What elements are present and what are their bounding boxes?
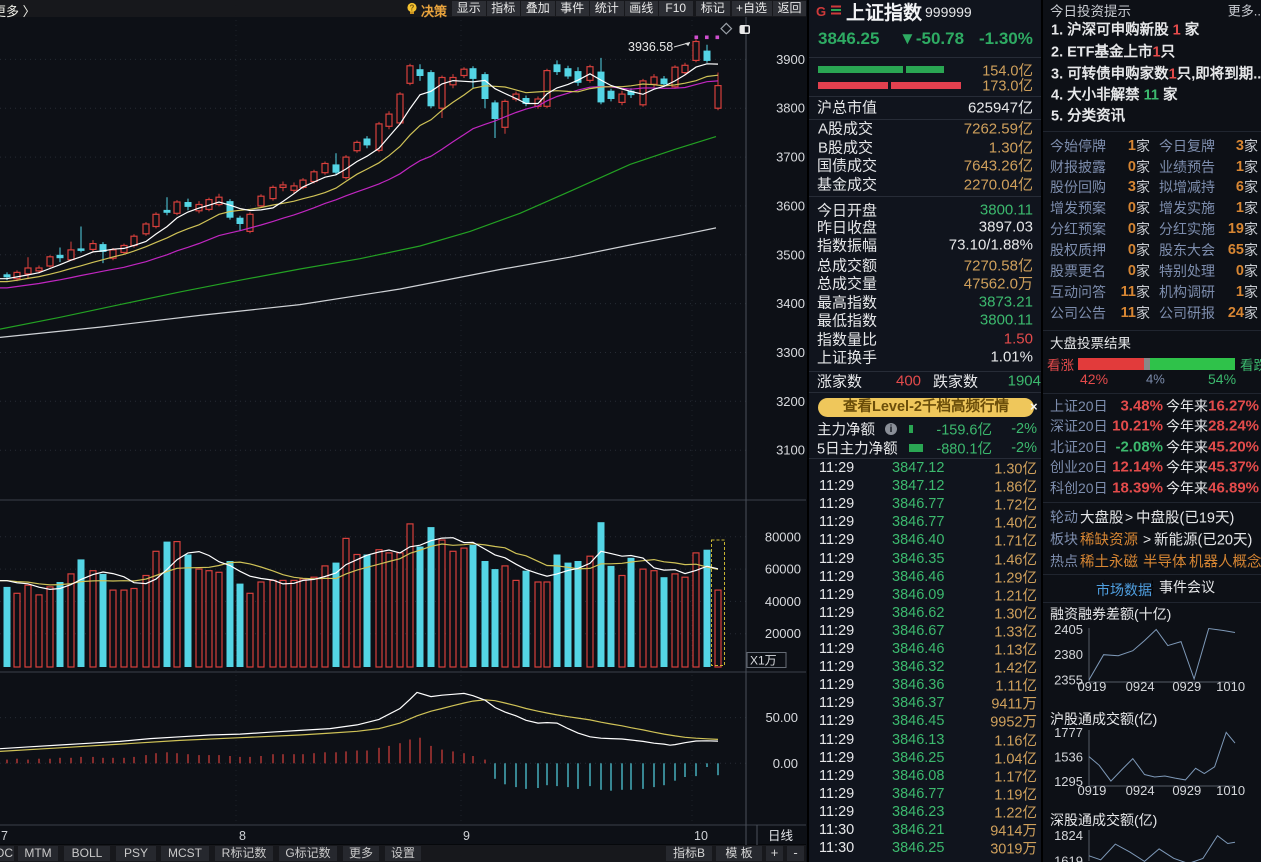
svg-text:3200: 3200	[776, 394, 805, 409]
svg-text:0929: 0929	[1172, 679, 1201, 694]
svg-text:1010: 1010	[1216, 783, 1245, 798]
svg-text:日线: 日线	[768, 829, 794, 843]
svg-text:0929: 0929	[1172, 783, 1201, 798]
svg-text:0919: 0919	[1077, 679, 1106, 694]
svg-text:10: 10	[694, 829, 708, 843]
svg-text:3400: 3400	[776, 296, 805, 311]
svg-text:3700: 3700	[776, 150, 805, 165]
svg-text:X1万: X1万	[750, 654, 777, 668]
svg-text:1010: 1010	[1216, 679, 1245, 694]
svg-text:3600: 3600	[776, 198, 805, 213]
svg-text:?: ?	[410, 4, 415, 13]
svg-text:2380: 2380	[1054, 647, 1083, 662]
svg-text:3500: 3500	[776, 247, 805, 262]
svg-text:0924: 0924	[1126, 783, 1155, 798]
svg-text:3100: 3100	[776, 443, 805, 458]
svg-text:60000: 60000	[765, 562, 801, 577]
svg-text:20000: 20000	[765, 626, 801, 641]
svg-text:3900: 3900	[776, 52, 805, 67]
svg-text:9: 9	[463, 829, 470, 843]
svg-text:3800: 3800	[776, 101, 805, 116]
svg-text:40000: 40000	[765, 594, 801, 609]
svg-text:0924: 0924	[1126, 679, 1155, 694]
svg-text:0.00: 0.00	[773, 756, 798, 771]
svg-text:80000: 80000	[765, 529, 801, 544]
svg-text:2355: 2355	[1054, 672, 1083, 687]
svg-text:3300: 3300	[776, 345, 805, 360]
svg-text:0919: 0919	[1077, 783, 1106, 798]
svg-text:50.00: 50.00	[765, 710, 798, 725]
svg-text:8: 8	[239, 829, 246, 843]
svg-text:1824: 1824	[1054, 828, 1083, 843]
svg-text:1777: 1777	[1054, 725, 1083, 740]
svg-text:2405: 2405	[1054, 622, 1083, 637]
svg-text:1619: 1619	[1054, 853, 1083, 862]
svg-text:1295: 1295	[1054, 774, 1083, 789]
svg-text:1536: 1536	[1054, 750, 1083, 765]
svg-text:3936.58: 3936.58	[628, 40, 673, 54]
svg-text:7: 7	[1, 829, 8, 843]
